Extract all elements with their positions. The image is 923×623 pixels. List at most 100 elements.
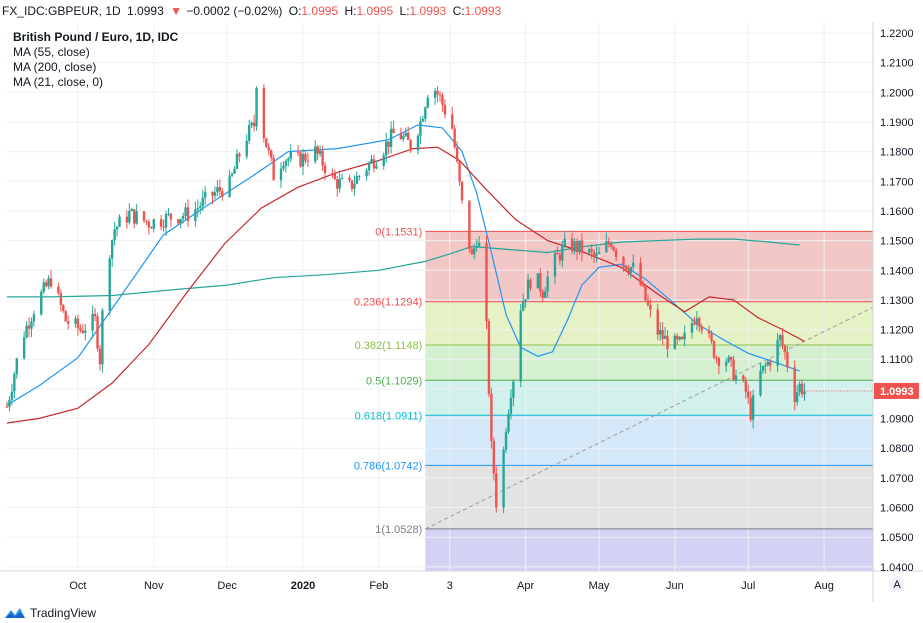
candle-body xyxy=(228,175,231,197)
fib-level-label: 0(1.1531) xyxy=(375,226,422,238)
candle-body xyxy=(769,361,772,366)
candle-body xyxy=(152,219,155,229)
candle-body xyxy=(803,391,806,395)
candle-body xyxy=(299,152,302,167)
candle-body xyxy=(101,310,104,365)
candle-body xyxy=(142,211,146,221)
candle-body xyxy=(128,211,131,223)
candle-body xyxy=(91,313,94,331)
candle-body xyxy=(47,278,50,287)
auto-scale-button-label[interactable]: A xyxy=(893,579,901,591)
candle-body xyxy=(252,122,256,127)
candle-body xyxy=(318,150,322,154)
candle-body xyxy=(230,173,234,176)
candle-body xyxy=(458,161,461,182)
candle-body xyxy=(250,122,253,126)
candle-body xyxy=(404,132,407,136)
candle-body xyxy=(536,273,540,289)
candle-body xyxy=(387,141,390,147)
candle-body xyxy=(125,216,129,223)
candle-body xyxy=(507,413,510,432)
candle-body xyxy=(247,125,251,141)
candle-body xyxy=(270,150,273,158)
candle-body xyxy=(578,240,581,252)
price-tick-label: 1.2200 xyxy=(880,28,914,40)
legend-ma-200[interactable]: MA (200, close) xyxy=(13,60,97,74)
candle-body xyxy=(216,187,219,193)
candle-body xyxy=(194,209,197,222)
candle-body xyxy=(108,258,111,311)
candle-body xyxy=(661,330,664,339)
fib-zone xyxy=(425,301,873,345)
fib-level-label: 0.5(1.1029) xyxy=(366,375,422,387)
candle-body xyxy=(468,200,471,249)
moving-averages xyxy=(6,124,805,424)
candle-body xyxy=(470,248,474,255)
candle-body xyxy=(279,168,283,181)
chart-area[interactable]: 0(1.1531) 0.236(1.1294) 0.382(1.1148) 0.5(1… xyxy=(0,22,923,602)
candle-body xyxy=(607,241,610,245)
candle-body xyxy=(66,321,70,324)
price-change: −0.0002 (−0.02%) xyxy=(186,4,283,18)
candle-body xyxy=(707,330,711,334)
candle-body xyxy=(563,238,566,246)
footer: TradingView xyxy=(4,603,96,623)
candle-body xyxy=(384,141,388,156)
candle-body xyxy=(113,229,116,241)
candle-body xyxy=(747,391,750,398)
candle-body xyxy=(382,155,385,166)
candle-body xyxy=(62,304,65,312)
legend-ma-21[interactable]: MA (21, close, 0) xyxy=(13,75,104,89)
candle-body xyxy=(453,128,456,148)
candle-body xyxy=(44,282,48,287)
legend-ma-55[interactable]: MA (55, close) xyxy=(13,45,90,59)
candle-body xyxy=(115,226,119,230)
candle-body xyxy=(475,246,478,249)
candle-body xyxy=(646,300,650,305)
candle-body xyxy=(541,291,544,298)
candle-body xyxy=(133,209,136,224)
candle-body xyxy=(610,244,613,247)
candle-body xyxy=(612,246,615,251)
candle-body xyxy=(793,367,796,402)
time-tick-label: Feb xyxy=(369,580,388,592)
candle-body xyxy=(421,118,425,122)
candle-body xyxy=(81,330,85,333)
fib-labels: 0(1.1531) 0.236(1.1294) 0.382(1.1148) 0.5(1… xyxy=(354,226,423,535)
fib-level-label: 1(1.0528) xyxy=(375,524,422,536)
price-chart[interactable]: 0(1.1531) 0.236(1.1294) 0.382(1.1148) 0.5(1… xyxy=(0,22,923,602)
candle-body xyxy=(509,397,513,414)
candle-body xyxy=(238,153,241,157)
candle-body xyxy=(213,192,217,196)
candle-body xyxy=(389,128,393,147)
candle-body xyxy=(118,216,121,227)
candle-body xyxy=(424,107,427,119)
candle-body xyxy=(460,181,464,201)
candle-body xyxy=(181,216,185,219)
symbol-name[interactable]: FX_IDC:GBPEUR, 1D xyxy=(2,4,121,18)
brand-name[interactable]: TradingView xyxy=(30,606,97,620)
candle-body xyxy=(744,380,747,392)
price-tick-label: 1.1900 xyxy=(880,117,914,129)
candle-body xyxy=(321,150,324,166)
candle-body xyxy=(184,207,187,217)
time-tick-label: 3 xyxy=(447,580,453,592)
symbol-header: FX_IDC:GBPEUR, 1D 1.0993 ▼ −0.0002 (−0.0… xyxy=(0,0,923,22)
candle-body xyxy=(340,177,344,179)
fib-zone xyxy=(425,415,873,466)
candle-body xyxy=(477,242,481,247)
candle-body xyxy=(331,173,334,175)
close-value: 1.0993 xyxy=(464,4,502,18)
candle-body xyxy=(365,170,368,177)
low-value: 1.0993 xyxy=(409,4,447,18)
fib-zone xyxy=(425,231,873,302)
candle-body xyxy=(147,221,151,228)
candle-body xyxy=(451,114,454,129)
candle-body xyxy=(698,318,701,327)
candle-body xyxy=(766,361,770,366)
candle-body xyxy=(372,159,376,169)
tradingview-logo-icon[interactable] xyxy=(4,606,26,620)
fib-level-label: 0.786(1.0742) xyxy=(354,460,423,472)
candle-body xyxy=(169,213,173,220)
candle-body xyxy=(40,291,43,315)
